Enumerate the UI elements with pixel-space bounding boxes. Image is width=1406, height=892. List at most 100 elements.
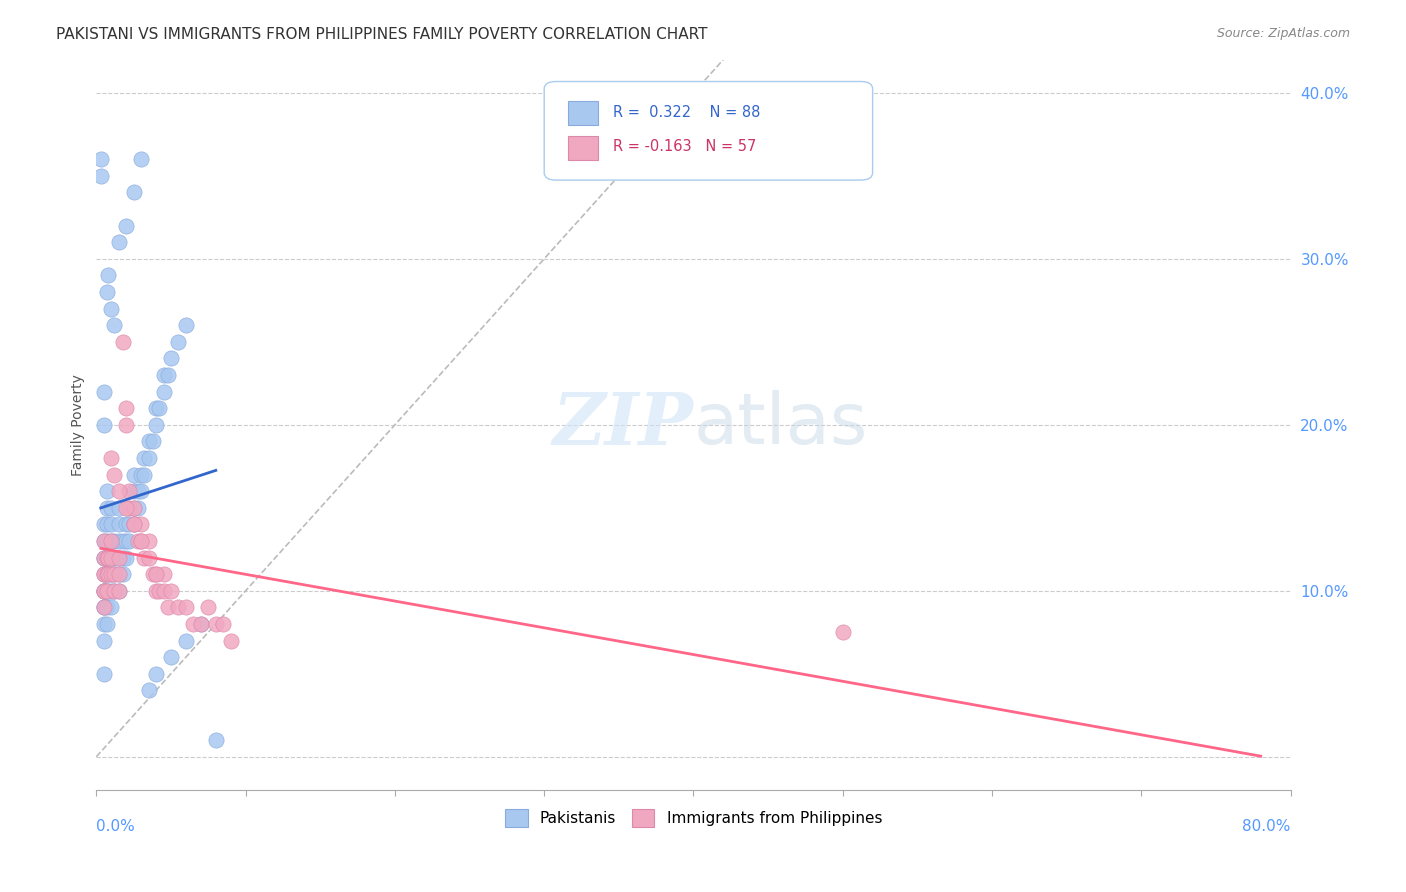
Point bbox=[93, 567, 115, 582]
Point bbox=[129, 533, 152, 548]
Point bbox=[93, 417, 115, 432]
Point bbox=[100, 550, 122, 565]
Point bbox=[90, 169, 112, 183]
Point bbox=[115, 219, 138, 233]
Point bbox=[129, 484, 152, 499]
Point bbox=[96, 517, 118, 532]
Text: atlas: atlas bbox=[693, 391, 868, 459]
Point bbox=[93, 600, 115, 615]
Point bbox=[127, 484, 149, 499]
Point bbox=[142, 434, 165, 449]
Point bbox=[96, 500, 118, 515]
Point bbox=[103, 583, 125, 598]
Point bbox=[138, 683, 160, 698]
Point bbox=[152, 583, 174, 598]
Point bbox=[134, 550, 156, 565]
Point bbox=[107, 235, 129, 250]
Point bbox=[152, 567, 174, 582]
Point bbox=[103, 583, 125, 598]
Point bbox=[103, 567, 125, 582]
Point bbox=[103, 550, 125, 565]
Point bbox=[142, 567, 165, 582]
Point bbox=[122, 186, 145, 200]
Point bbox=[100, 567, 122, 582]
Point bbox=[115, 417, 138, 432]
Point bbox=[174, 633, 197, 648]
Point bbox=[107, 550, 129, 565]
Point bbox=[96, 583, 118, 598]
Point bbox=[93, 533, 115, 548]
Point bbox=[96, 567, 118, 582]
Point bbox=[100, 500, 122, 515]
Y-axis label: Family Poverty: Family Poverty bbox=[72, 374, 86, 475]
Point bbox=[93, 600, 115, 615]
Point bbox=[96, 600, 118, 615]
Point bbox=[115, 517, 138, 532]
Point bbox=[100, 517, 122, 532]
Point bbox=[107, 550, 129, 565]
Text: 0.0%: 0.0% bbox=[97, 819, 135, 834]
Point bbox=[129, 533, 152, 548]
Point bbox=[93, 600, 115, 615]
Point bbox=[107, 484, 129, 499]
Point bbox=[96, 550, 118, 565]
Point bbox=[122, 467, 145, 482]
Point bbox=[118, 500, 141, 515]
Point bbox=[100, 567, 122, 582]
Point bbox=[138, 434, 160, 449]
Point bbox=[190, 616, 212, 631]
Point bbox=[93, 567, 115, 582]
Point bbox=[118, 533, 141, 548]
Point bbox=[190, 616, 212, 631]
Text: R =  0.322    N = 88: R = 0.322 N = 88 bbox=[613, 104, 761, 120]
Point bbox=[204, 733, 226, 747]
Bar bbox=[568, 136, 598, 160]
Point bbox=[156, 368, 179, 382]
Point bbox=[115, 550, 138, 565]
FancyBboxPatch shape bbox=[544, 81, 873, 180]
Point bbox=[160, 650, 183, 665]
Point bbox=[103, 567, 125, 582]
Point bbox=[145, 567, 167, 582]
Point bbox=[107, 500, 129, 515]
Point bbox=[93, 567, 115, 582]
Point bbox=[103, 318, 125, 333]
Point bbox=[148, 583, 170, 598]
Point bbox=[100, 583, 122, 598]
Point bbox=[96, 567, 118, 582]
Point bbox=[134, 467, 156, 482]
Point bbox=[93, 550, 115, 565]
Point bbox=[103, 533, 125, 548]
Point bbox=[197, 600, 219, 615]
Point bbox=[97, 268, 120, 283]
Point bbox=[90, 152, 112, 166]
Bar bbox=[568, 101, 598, 126]
Point bbox=[122, 500, 145, 515]
Point bbox=[96, 533, 118, 548]
Point bbox=[93, 533, 115, 548]
Point bbox=[96, 616, 118, 631]
Point bbox=[93, 517, 115, 532]
Point bbox=[183, 616, 205, 631]
Point bbox=[152, 384, 174, 399]
Point bbox=[145, 417, 167, 432]
Text: R = -0.163   N = 57: R = -0.163 N = 57 bbox=[613, 139, 756, 154]
Point bbox=[122, 517, 145, 532]
Point bbox=[107, 533, 129, 548]
Point bbox=[96, 583, 118, 598]
Point bbox=[107, 583, 129, 598]
Point bbox=[138, 533, 160, 548]
Point bbox=[115, 533, 138, 548]
Point bbox=[127, 500, 149, 515]
Point bbox=[167, 600, 190, 615]
Point bbox=[96, 583, 118, 598]
Point bbox=[145, 401, 167, 416]
Point bbox=[97, 567, 120, 582]
Point bbox=[152, 368, 174, 382]
Point bbox=[93, 633, 115, 648]
Point bbox=[107, 567, 129, 582]
Point bbox=[100, 550, 122, 565]
Point bbox=[96, 484, 118, 499]
Point bbox=[93, 384, 115, 399]
Point bbox=[118, 517, 141, 532]
